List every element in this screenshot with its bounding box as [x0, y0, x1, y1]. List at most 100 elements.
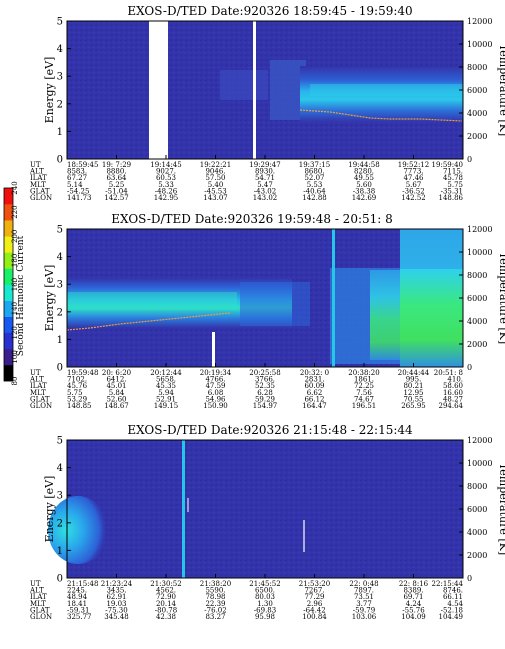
panel-2-high-energy-top [400, 229, 463, 269]
ephemeris-cell: 995. [406, 376, 422, 384]
y-tick-label: 0 [57, 363, 63, 374]
ephemeris-cell: 47.59 [205, 382, 225, 390]
colorbar-swatch [4, 316, 13, 334]
y2-tick-label: 6000 [467, 86, 487, 95]
ephemeris-cell: 294.64 [439, 402, 464, 410]
ephemeris-cell: 18:59:45 [67, 161, 98, 169]
ephemeris-cell: 80.21 [403, 382, 423, 390]
y-tick-label: 5 [57, 17, 63, 28]
ephemeris-cell: 20:51: 8 [434, 369, 463, 377]
colorbar-swatch [4, 268, 13, 285]
y2-tick-label: 8000 [467, 271, 487, 280]
ephemeris-row-label: ILAT [30, 174, 47, 182]
panel-1-plot [66, 20, 464, 160]
ephemeris-cell: 74.67 [354, 395, 374, 403]
ephemeris-cell: 410. [447, 376, 463, 384]
ephemeris-row-label: MLT [30, 181, 46, 189]
ephemeris-cell: 20:44:44 [398, 369, 430, 377]
ephemeris-cell: -76.02 [204, 606, 226, 614]
ephemeris-cell: 63.64 [106, 174, 127, 182]
ephemeris-cell: 72.25 [354, 382, 374, 390]
y-tick-label: 1 [57, 335, 63, 346]
panel-1-data-gap-1 [149, 21, 168, 159]
y2-tick-label: 8000 [467, 63, 487, 72]
y2-axis-label: Temperature [K] [497, 44, 505, 136]
ephemeris-cell: 7267. [304, 587, 324, 595]
panel-2-axes: 0 1 2 3 4 5 0 2000 4000 6000 8000 10000 12000 Energy … [29, 225, 505, 411]
ephemeris-row-label: UT [30, 161, 41, 169]
ephemeris-cell: 19:37:15 [299, 161, 330, 169]
ephemeris-cell: 4.54 [447, 600, 463, 608]
ephemeris-cell: 60.09 [304, 382, 324, 390]
colorbar: 80 100 120 140 160 180 200 220 240 Second Harmon… [3, 181, 26, 385]
ephemeris-cell: 154.97 [253, 402, 278, 410]
ephemeris-cell: 45.01 [106, 382, 126, 390]
ephemeris-row-label: ALT [29, 168, 44, 176]
ephemeris-cell: 100.84 [302, 613, 327, 621]
ephemeris-cell: 69.71 [403, 593, 423, 601]
ephemeris-cell: -45.53 [204, 187, 226, 195]
ephemeris-cell: 19:29:47 [249, 161, 280, 169]
ephemeris-cell: 5.14 [67, 181, 83, 189]
panel-2-plot [66, 228, 464, 368]
ephemeris-cell: 143.07 [203, 194, 228, 202]
ephemeris-cell: -48.26 [155, 187, 178, 195]
ephemeris-cell: 7115. [443, 168, 463, 176]
ephemeris-cell: 8930. [255, 168, 275, 176]
y2-tick-label: 6000 [467, 294, 487, 303]
ephemeris-cell: 83.27 [205, 613, 225, 621]
ephemeris-cell: 52.91 [156, 395, 176, 403]
panel-1-faint-band [220, 70, 268, 100]
ephemeris-cell: 6412. [106, 376, 126, 384]
ephemeris-cell: 5658. [156, 376, 176, 384]
colorbar-swatch [4, 236, 13, 253]
y2-axis-label: Temperature [K] [497, 463, 505, 555]
ephemeris-cell: 58.60 [443, 382, 463, 390]
ephemeris-cell: 104.49 [439, 613, 464, 621]
ephemeris-cell: 21:23:24 [101, 580, 133, 588]
colorbar-swatch [4, 332, 13, 350]
panel-2-bright-region [370, 270, 400, 360]
ephemeris-cell: 5590. [205, 587, 225, 595]
ephemeris-cell: -55.76 [402, 606, 425, 614]
colorbar-label: Second Harmonic Current [16, 235, 26, 356]
ephemeris-cell: -36.52 [402, 187, 424, 195]
colorbar-tick-label: 220 [11, 205, 19, 218]
y2-tick-label: 8000 [467, 482, 487, 491]
y2-tick-label: 4000 [467, 528, 487, 537]
ephemeris-cell: 5.75 [447, 181, 463, 189]
panel-2-fading-band [240, 282, 310, 326]
y2-tick-label: 2000 [467, 340, 487, 349]
ephemeris-cell: 6.62 [307, 389, 323, 397]
ephemeris-cell: 21:15:48 [67, 580, 98, 588]
ephemeris-cell: 3435. [106, 587, 126, 595]
y-tick-label: 3 [57, 280, 63, 291]
ephemeris-cell: 54.71 [255, 174, 275, 182]
y2-axis-label: Temperature [K] [497, 252, 505, 344]
ephemeris-cell: 5.25 [109, 181, 125, 189]
colorbar-frame [3, 187, 14, 382]
ephemeris-cell: 8280. [354, 168, 374, 176]
ephemeris-cell: 62.91 [106, 593, 126, 601]
y2-tick-label: 0 [467, 363, 472, 372]
ephemeris-cell: 67.27 [67, 174, 87, 182]
ephemeris-cell: -38.38 [353, 187, 375, 195]
ephemeris-cell: 6500. [255, 587, 275, 595]
panel-3-data-gap [182, 440, 185, 578]
ephemeris-cell: 22:15:44 [432, 580, 464, 588]
ephemeris-cell: -52.18 [441, 606, 463, 614]
ephemeris-row-label: ILAT [30, 382, 47, 390]
ephemeris-row-label: UT [30, 369, 41, 377]
ephemeris-cell: -69.83 [254, 606, 276, 614]
ephemeris-cell: 21:45:52 [249, 580, 280, 588]
panel-3-plot [48, 439, 464, 579]
y2-tick-label: 4000 [467, 317, 487, 326]
panel-1-hot-band-core [310, 84, 463, 96]
y-tick-label: 2 [57, 307, 63, 318]
ephemeris-cell: 20:38:20 [348, 369, 379, 377]
ephemeris-cell: -54.25 [67, 187, 89, 195]
colorbar-tick-label: 140 [11, 302, 19, 315]
ephemeris-cell: 5.94 [158, 389, 174, 397]
ephemeris-cell: 142.57 [104, 194, 129, 202]
ephemeris-cell: 59.29 [255, 395, 275, 403]
